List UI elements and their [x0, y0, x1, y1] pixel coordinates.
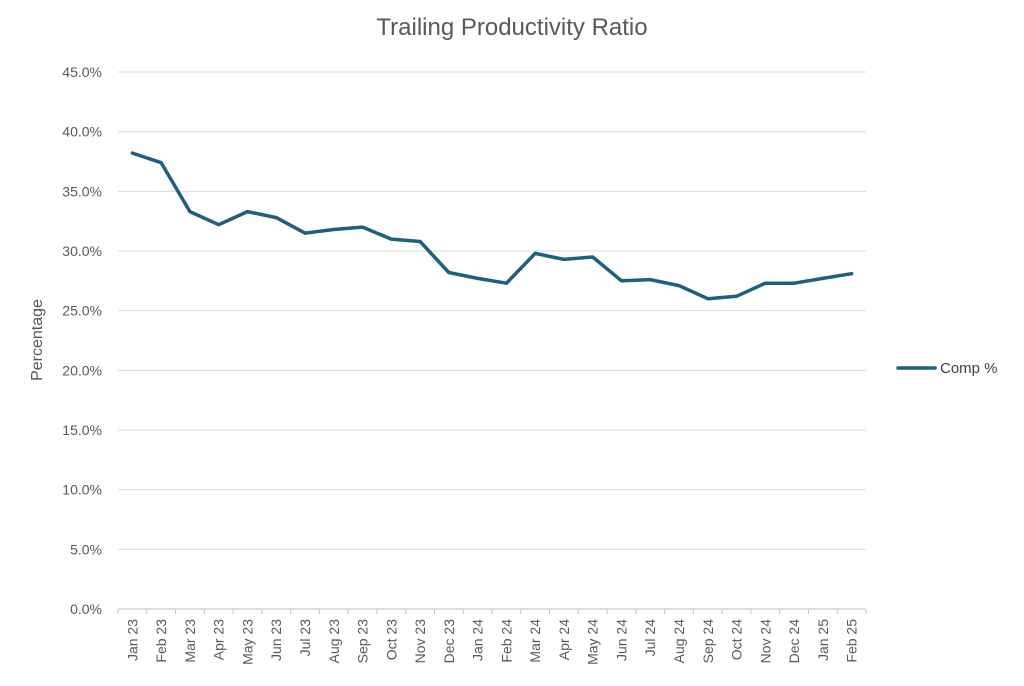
y-tick-label: 20.0%: [62, 362, 102, 378]
x-tick-label: Apr 24: [556, 619, 572, 660]
data-point: [159, 161, 163, 165]
data-point: [361, 225, 365, 229]
x-tick-label: Mar 24: [527, 619, 543, 663]
y-tick-label: 5.0%: [70, 541, 102, 557]
x-axis-tick-labels: Jan 23 Feb 23 Mar 23 Apr 23 May 23 Jun 23 Jul …: [124, 619, 859, 665]
data-point: [850, 272, 854, 276]
data-point: [562, 257, 566, 261]
y-tick-label: 35.0%: [62, 183, 102, 199]
x-tick-label: Oct 24: [729, 619, 745, 660]
x-tick-label: May 23: [239, 619, 255, 665]
y-tick-label: 15.0%: [62, 422, 102, 438]
gridlines: [117, 71, 867, 614]
data-point: [821, 276, 825, 280]
legend-label: Comp %: [940, 360, 998, 377]
data-point: [245, 210, 249, 214]
x-tick-label: Aug 23: [326, 619, 342, 664]
y-tick-label: 0.0%: [70, 601, 102, 617]
data-point: [648, 278, 652, 282]
x-tick-label: Dec 23: [441, 619, 457, 664]
x-tick-label: Oct 23: [383, 619, 399, 660]
data-point: [332, 228, 336, 232]
data-point: [447, 270, 451, 274]
x-tick-label: Feb 25: [844, 619, 860, 663]
data-point: [188, 210, 192, 214]
x-tick-label: Sep 23: [355, 619, 371, 664]
legend: Comp %: [896, 360, 998, 377]
y-tick-label: 25.0%: [62, 303, 102, 319]
data-point: [504, 281, 508, 285]
data-point: [217, 223, 221, 227]
x-tick-label: May 24: [585, 619, 601, 665]
data-point: [533, 251, 537, 255]
x-tick-label: Jul 23: [297, 619, 313, 657]
x-tick-label: Mar 23: [182, 619, 198, 663]
data-point: [476, 276, 480, 280]
data-point: [706, 297, 710, 301]
y-axis-tick-labels: 0.0% 5.0% 10.0% 15.0% 20.0% 25.0% 30.0% 35.0% 40…: [62, 64, 102, 617]
data-point: [792, 281, 796, 285]
x-tick-label: Dec 24: [786, 619, 802, 664]
x-tick-label: Jul 24: [642, 619, 658, 657]
data-point: [735, 294, 739, 298]
data-point: [130, 151, 134, 155]
y-tick-label: 10.0%: [62, 482, 102, 498]
x-tick-label: Jun 23: [268, 619, 284, 661]
data-point: [303, 231, 307, 235]
y-tick-label: 30.0%: [62, 243, 102, 259]
data-point: [677, 284, 681, 288]
data-point: [389, 237, 393, 241]
x-tick-label: Nov 23: [412, 619, 428, 664]
x-tick-label: Feb 24: [498, 619, 514, 663]
data-point: [591, 255, 595, 259]
x-tick-label: Jan 24: [470, 619, 486, 661]
data-point: [418, 239, 422, 243]
data-point: [619, 279, 623, 283]
x-tick-label: Jan 25: [815, 619, 831, 661]
x-tick-label: Apr 23: [211, 619, 227, 660]
x-tick-label: Nov 24: [757, 619, 773, 664]
y-tick-label: 40.0%: [62, 124, 102, 140]
data-point: [274, 216, 278, 220]
x-tick-label: Aug 24: [671, 619, 687, 664]
chart-title: Trailing Productivity Ratio: [376, 14, 648, 41]
series-line-comp: [130, 151, 854, 301]
data-point: [763, 281, 767, 285]
x-tick-label: Feb 23: [153, 619, 169, 663]
series-lines: [130, 151, 854, 301]
y-tick-label: 45.0%: [62, 64, 102, 80]
x-tick-label: Sep 24: [700, 619, 716, 664]
y-axis-title: Percentage: [29, 299, 46, 381]
x-tick-label: Jan 23: [124, 619, 140, 661]
x-tick-label: Jun 24: [613, 619, 629, 661]
